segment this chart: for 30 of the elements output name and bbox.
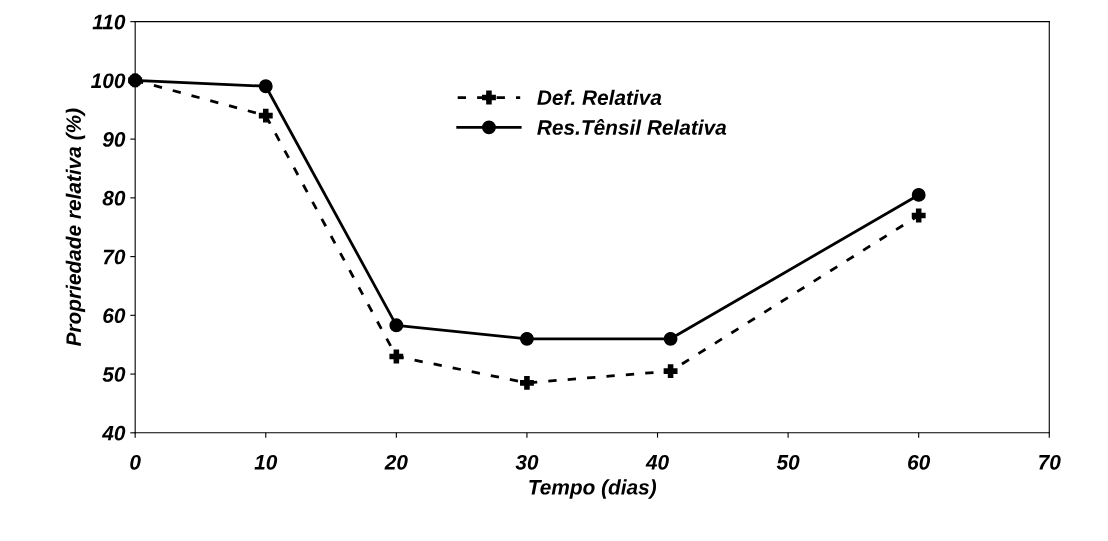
legend-label: Def. Relativa [537, 89, 662, 106]
y-tick-label: 70 [103, 249, 126, 265]
point [389, 349, 404, 364]
y-tick-label: 90 [102, 132, 126, 147]
point [519, 331, 534, 346]
legend-label: Res.Tênsil Relativa [537, 119, 727, 135]
point [258, 108, 273, 123]
x-tick-label: 70 [1039, 454, 1061, 470]
y-tick-label: 80 [102, 190, 126, 206]
y-tick-label: 60 [103, 308, 126, 324]
y-tick-label: 110 [92, 14, 126, 30]
point [663, 331, 678, 346]
point [663, 364, 678, 379]
y-tick-label: 40 [101, 425, 126, 441]
x-tick-label: 60 [908, 454, 931, 470]
x-axis-title: Tempo (dias) [529, 479, 657, 499]
point [911, 208, 926, 223]
point [519, 375, 534, 390]
x-tick-label: 30 [515, 454, 539, 470]
y-axis-title: Propriedade relativa (%) [65, 108, 86, 347]
y-tick-label: 50 [102, 367, 126, 382]
x-tick-label: 40 [645, 454, 669, 470]
x-tick-label: 50 [776, 454, 800, 470]
x-tick-label: 20 [384, 454, 408, 470]
point [911, 187, 926, 202]
x-tick-label: 10 [254, 454, 278, 470]
point [389, 318, 404, 333]
x-tick-label: 0 [130, 454, 141, 470]
y-tick-label: 100 [91, 73, 126, 89]
point [258, 79, 273, 94]
